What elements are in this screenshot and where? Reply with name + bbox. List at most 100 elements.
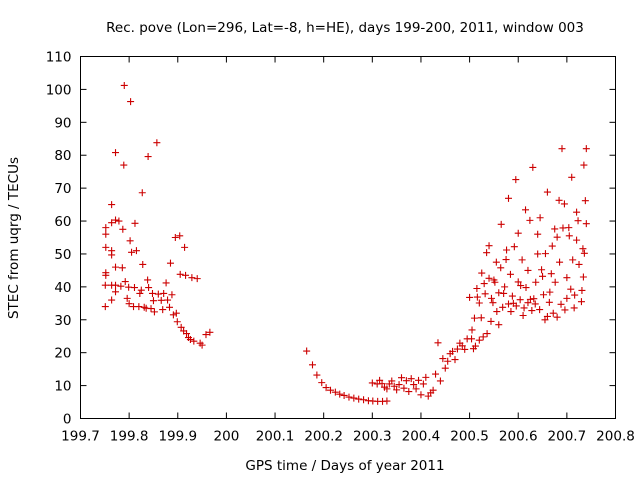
data-point xyxy=(524,266,532,274)
data-point xyxy=(487,317,495,325)
data-point xyxy=(458,342,466,350)
data-point xyxy=(336,390,344,398)
data-point xyxy=(132,247,140,255)
data-point xyxy=(487,294,495,302)
data-point xyxy=(555,196,563,204)
data-point xyxy=(393,386,401,394)
y-tick-label: 40 xyxy=(54,280,71,296)
data-point xyxy=(383,397,391,405)
data-point xyxy=(539,272,547,280)
data-point xyxy=(478,269,486,277)
data-point xyxy=(177,323,185,331)
data-point xyxy=(529,163,537,171)
data-point xyxy=(553,313,561,321)
x-tick-label: 199.7 xyxy=(61,429,100,445)
data-point xyxy=(112,263,120,271)
data-point xyxy=(475,336,483,344)
data-point xyxy=(331,388,339,396)
data-point xyxy=(506,270,514,278)
data-point xyxy=(407,375,415,383)
data-point xyxy=(112,281,120,289)
data-point xyxy=(473,293,481,301)
data-point xyxy=(557,300,565,308)
data-point xyxy=(470,314,478,322)
data-point xyxy=(573,236,581,244)
data-point xyxy=(441,364,449,372)
data-point xyxy=(543,188,551,196)
data-point xyxy=(148,289,156,297)
data-point xyxy=(340,391,348,399)
data-point xyxy=(169,311,177,319)
data-point xyxy=(505,194,512,202)
data-point xyxy=(551,278,559,286)
data-point xyxy=(172,309,180,317)
data-point xyxy=(168,291,176,299)
data-point xyxy=(144,153,152,161)
y-tick-label: 70 xyxy=(54,181,71,197)
data-point xyxy=(434,339,442,347)
y-tick-label: 60 xyxy=(54,214,71,230)
data-point xyxy=(115,217,123,225)
data-point xyxy=(444,357,452,365)
data-point xyxy=(469,345,477,353)
data-point xyxy=(547,270,555,278)
data-point xyxy=(388,377,396,385)
data-point xyxy=(530,295,538,303)
data-point xyxy=(429,386,437,394)
data-point xyxy=(578,286,586,294)
data-point xyxy=(565,224,573,232)
data-point xyxy=(575,260,583,268)
data-point xyxy=(468,326,476,334)
data-point xyxy=(159,306,167,314)
data-point xyxy=(171,234,179,241)
x-axis: 199.7 199.8 199.9 200 200.1 200.2 200.3 200.4 20… xyxy=(61,56,635,445)
data-point xyxy=(492,258,500,266)
data-point xyxy=(360,396,368,404)
y-tick-label: 20 xyxy=(54,346,71,362)
data-point xyxy=(477,314,485,322)
data-point xyxy=(520,304,528,312)
data-point xyxy=(182,271,190,279)
data-point xyxy=(432,370,440,378)
data-point xyxy=(558,145,566,153)
data-point xyxy=(560,200,568,208)
y-axis-label: STEC from uqrg / TECUs xyxy=(6,157,22,319)
data-point xyxy=(522,284,530,292)
data-point xyxy=(188,274,196,282)
x-tick-label: 200.6 xyxy=(499,429,538,445)
data-point xyxy=(574,217,582,225)
data-point xyxy=(570,304,578,312)
data-point xyxy=(561,306,569,314)
data-point xyxy=(516,296,524,304)
data-point xyxy=(461,345,469,353)
data-point xyxy=(378,380,386,388)
data-point xyxy=(485,242,493,250)
data-point xyxy=(499,303,507,311)
data-point xyxy=(565,232,573,240)
plot-frame xyxy=(80,56,616,419)
data-point xyxy=(101,303,109,311)
data-point xyxy=(483,330,491,338)
data-point xyxy=(481,290,489,298)
data-point xyxy=(514,278,522,286)
data-point xyxy=(473,285,481,293)
data-point xyxy=(162,279,170,287)
x-tick-label: 200.7 xyxy=(548,429,587,445)
data-point xyxy=(206,328,214,336)
data-point xyxy=(176,232,184,240)
data-point xyxy=(102,243,110,251)
data-point xyxy=(468,335,476,343)
data-point xyxy=(553,233,561,241)
y-tick-label: 90 xyxy=(54,115,71,131)
data-point xyxy=(135,303,143,311)
data-point xyxy=(581,197,589,205)
x-tick-label: 200.4 xyxy=(402,429,441,445)
data-point xyxy=(108,201,116,209)
data-point xyxy=(551,225,559,233)
data-point xyxy=(483,249,491,257)
data-point xyxy=(345,393,353,401)
data-point xyxy=(567,285,575,293)
data-point xyxy=(112,216,120,224)
data-point xyxy=(532,278,540,286)
data-point xyxy=(137,286,145,294)
